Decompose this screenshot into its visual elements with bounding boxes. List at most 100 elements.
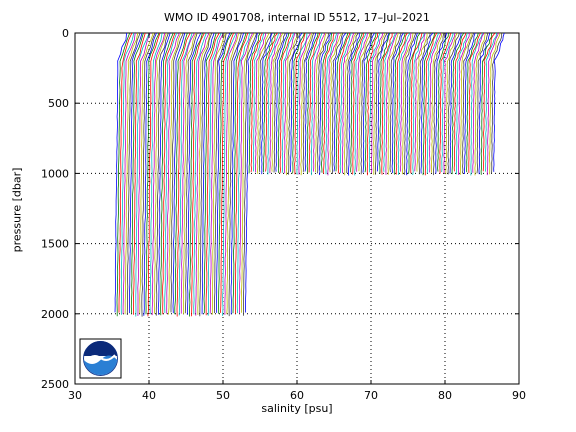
x-tick-label: 70 [364,389,378,402]
y-axis-label: pressure [dbar] [10,167,24,253]
profile-line [352,33,364,175]
profile-line [321,33,333,173]
x-axis-label: salinity [psu] [261,402,333,415]
profile-line [327,33,339,176]
profile-line [468,33,481,173]
profile-line [391,33,404,174]
profile-line [257,33,270,174]
profile-line [433,33,445,176]
profiles-group [114,33,505,317]
profile-line [267,33,279,175]
profile-line [120,33,135,315]
profile-line [157,33,171,315]
profile-line [283,33,296,174]
profile-line [128,33,143,314]
profile-line [132,33,146,315]
profile-line [445,33,458,175]
profile-line [254,33,267,173]
profile-line [337,33,351,174]
y-tick-label: 500 [48,97,69,110]
profile-line [318,33,332,176]
profile-line [405,33,418,176]
profile-line [486,33,499,176]
profile-line [213,33,227,313]
profile-line [275,33,288,172]
profile-line [304,33,317,172]
profile-line [381,33,393,175]
profile-line [364,33,377,173]
profile-line [126,33,141,316]
profile-line [199,33,213,317]
profile-line [290,33,303,172]
profile-line [360,33,373,175]
profile-line [474,33,486,176]
profile-line [143,33,157,316]
profile-line [197,33,211,315]
profile-line [271,33,284,172]
profile-line [182,33,197,315]
profile-line [379,33,391,174]
profile-line [362,33,375,173]
profile-line [300,33,312,176]
logo-upper-half [83,341,118,356]
profile-line [211,33,226,315]
profile-line [422,33,436,176]
profile-line [373,33,386,175]
profile-line [166,33,180,314]
profile-line [224,33,238,315]
x-tick-label: 60 [290,389,304,402]
profile-line [447,33,460,175]
profile-line [160,33,174,316]
profile-line [186,33,202,315]
x-tick-label: 80 [438,389,452,402]
profile-line [240,33,255,313]
profile-line [130,33,144,314]
profile-line [403,33,417,175]
profile-line [151,33,166,316]
profile-line [348,33,360,176]
profile-line [439,33,451,174]
profile-line [191,33,205,317]
profile-line [430,33,443,173]
profile-line [209,33,224,314]
profile-line [329,33,343,173]
profile-line [245,33,258,313]
profile-line [375,33,388,175]
profile-line [222,33,237,316]
profile-line [420,33,434,174]
profile-line [441,33,454,173]
profile-line [147,33,161,317]
y-tick-label: 2500 [41,378,69,391]
profile-line [412,33,425,176]
profile-line [226,33,239,315]
profile-line [313,33,326,172]
profile-line [449,33,462,174]
profile-line [335,33,349,172]
profile-line [248,33,261,174]
profile-line [366,33,379,176]
profile-line [383,33,397,172]
profile-line [399,33,412,172]
profile-line [491,33,503,174]
profile-line [416,33,428,172]
profile-line [170,33,184,313]
profile-line [236,33,250,314]
profile-line [354,33,367,176]
profile-line [395,33,408,175]
profile-line [356,33,368,172]
profile-line [164,33,178,314]
profile-line [310,33,323,176]
profile-line [466,33,479,173]
profile-line [429,33,442,173]
profile-line [232,33,247,314]
profile-line [482,33,496,172]
profile-line [418,33,431,175]
profile-line [178,33,193,316]
profile-line [325,33,338,175]
profile-line [263,33,276,173]
profile-line [341,33,355,174]
profile-line [346,33,359,173]
y-tick-label: 2000 [41,308,69,321]
profile-line [285,33,299,176]
